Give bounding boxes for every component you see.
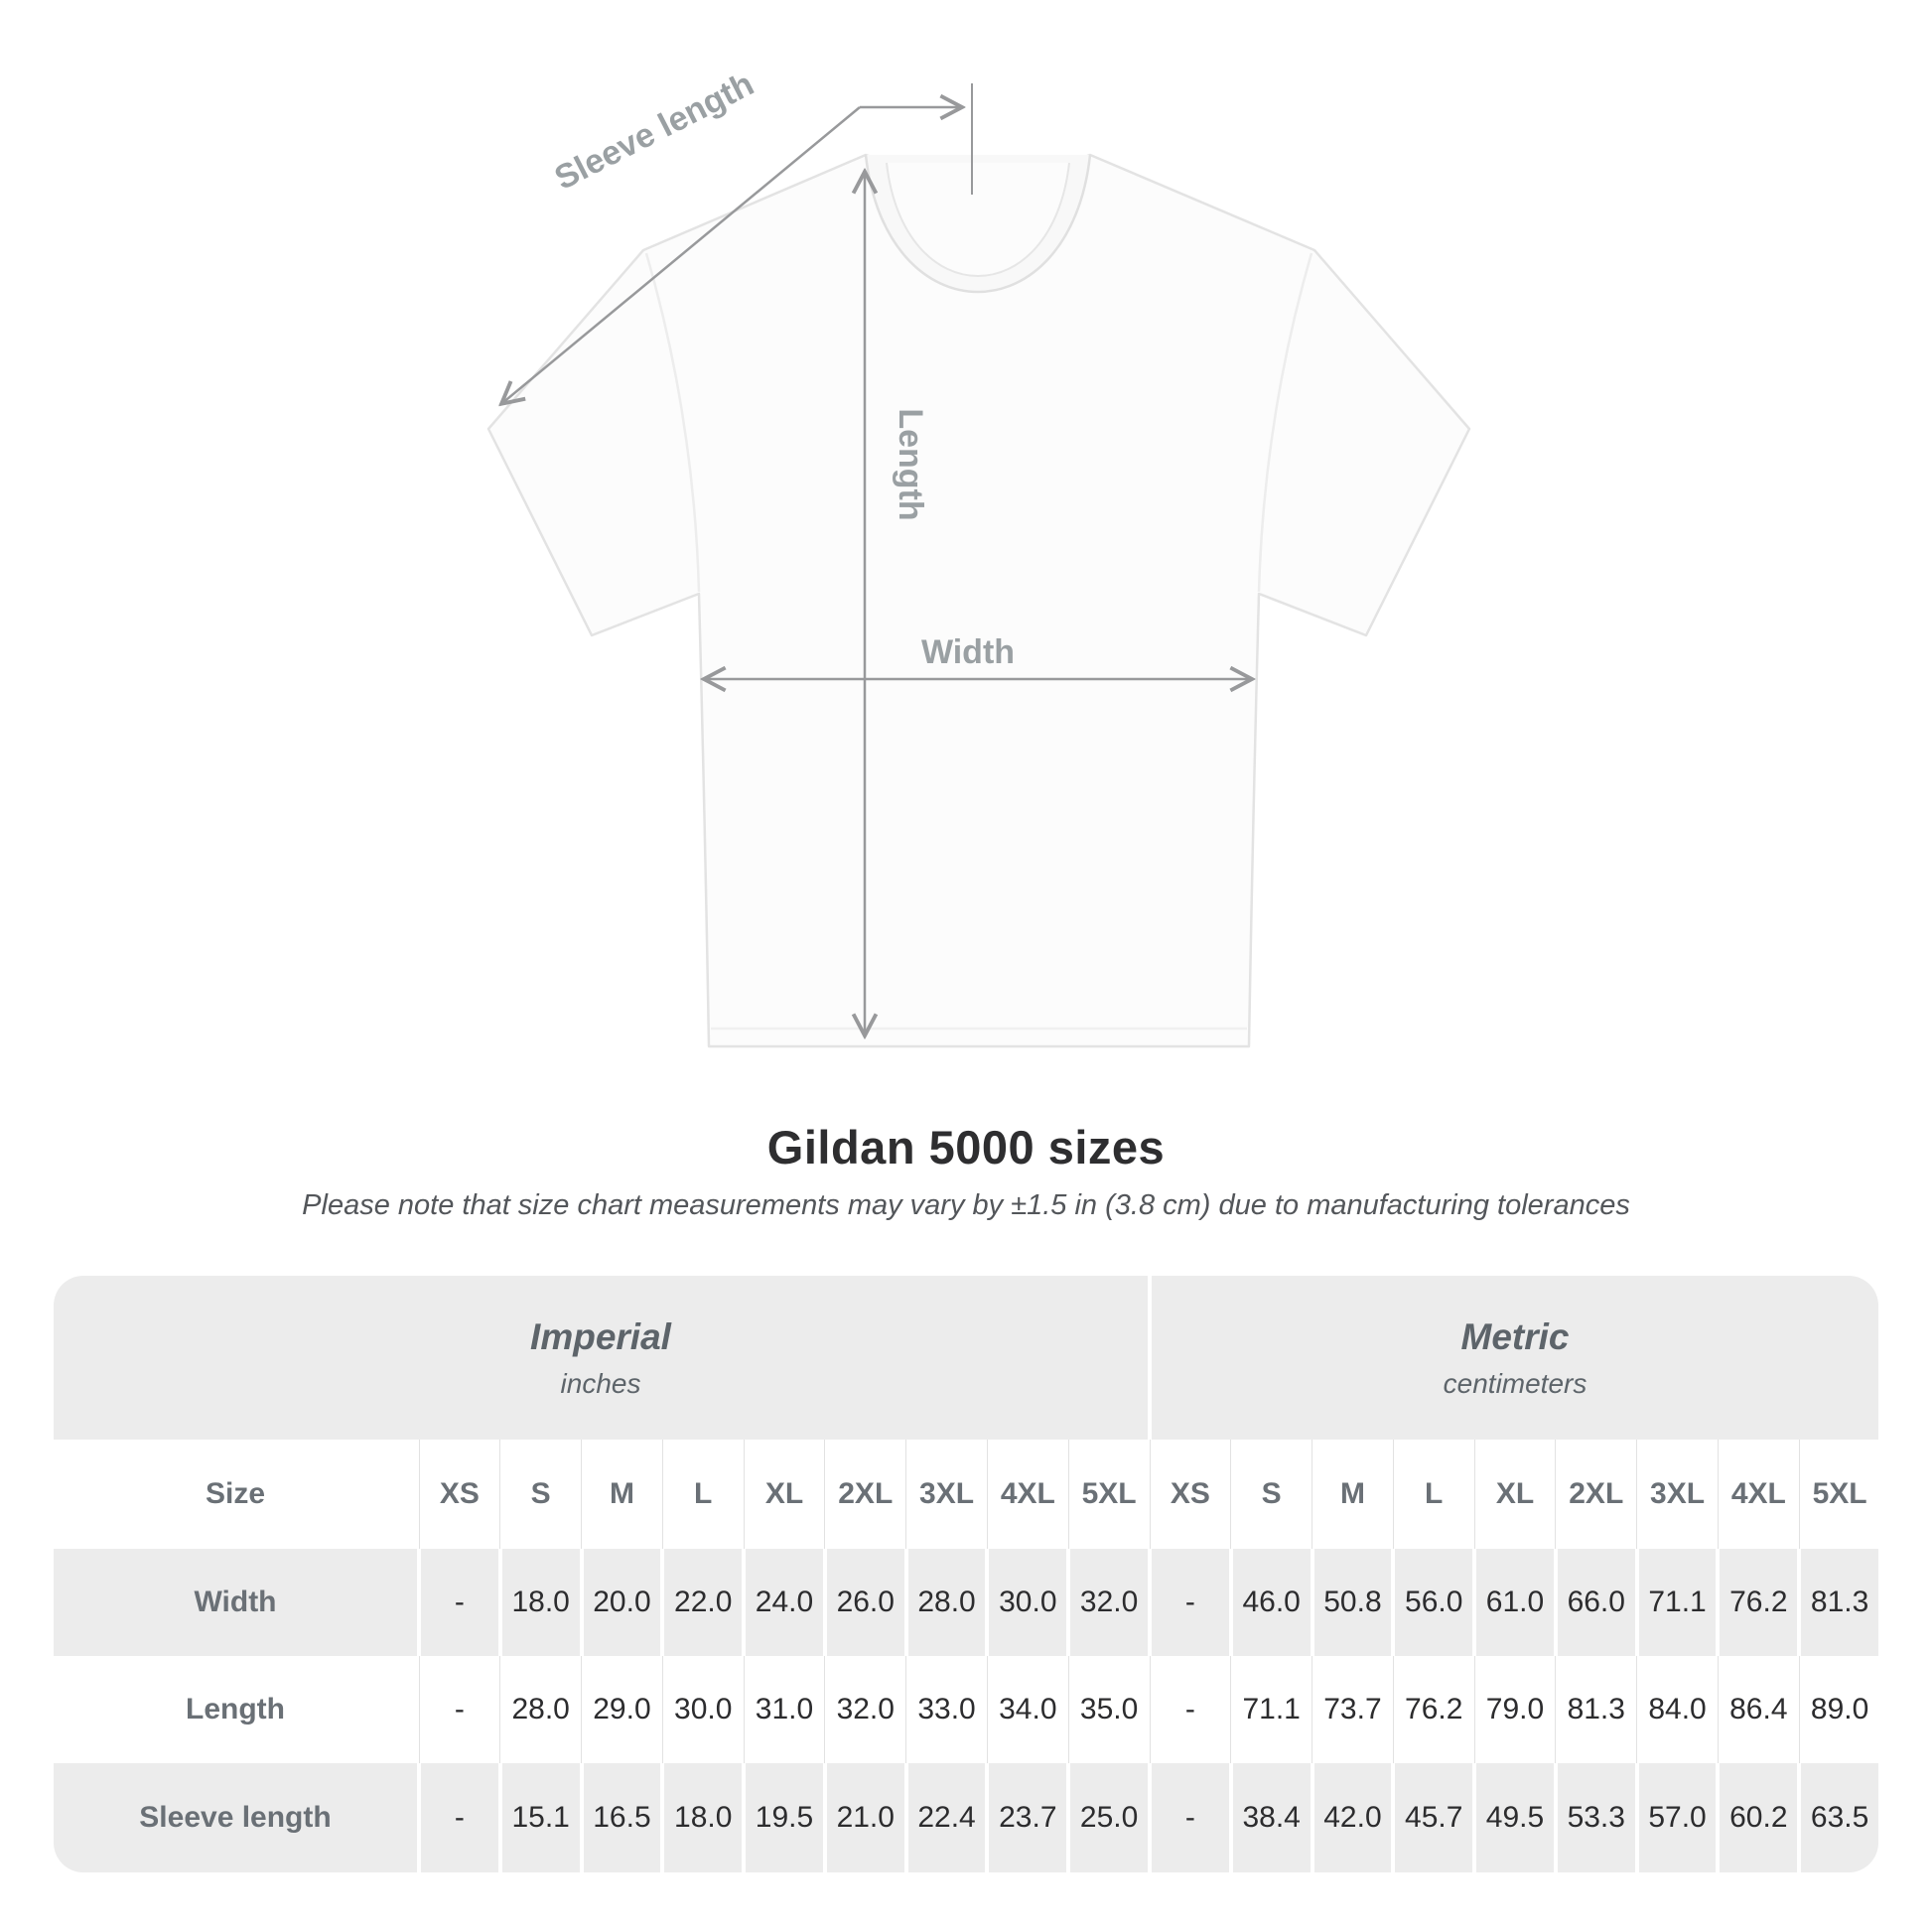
- value-length-metric-l: 76.2: [1392, 1656, 1473, 1763]
- collar-inner: [886, 162, 1070, 277]
- value-width-metric-3xl: 71.1: [1638, 1549, 1717, 1656]
- value-width-imperial-4xl: 30.0: [989, 1549, 1067, 1656]
- value-sleeve-length-imperial-4xl: 23.7: [989, 1763, 1067, 1872]
- value-sleeve-length-imperial-l: 18.0: [664, 1763, 743, 1872]
- value-sleeve-length-imperial-xs: -: [421, 1763, 498, 1872]
- size-header-imperial-l: L: [661, 1440, 743, 1549]
- value-sleeve-length-imperial-2xl: 21.0: [826, 1763, 904, 1872]
- size-header-imperial-xs: XS: [418, 1440, 498, 1549]
- size-header-metric-5xl: 5XL: [1798, 1440, 1878, 1549]
- value-length-metric-3xl: 84.0: [1636, 1656, 1717, 1763]
- value-width-imperial-m: 20.0: [583, 1549, 661, 1656]
- value-width-imperial-xs: -: [421, 1549, 498, 1656]
- value-length-imperial-4xl: 34.0: [986, 1656, 1067, 1763]
- value-sleeve-length-imperial-m: 16.5: [583, 1763, 661, 1872]
- value-sleeve-length-metric-xs: -: [1152, 1763, 1229, 1872]
- size-header-imperial-xl: XL: [743, 1440, 823, 1549]
- value-length-imperial-xl: 31.0: [743, 1656, 823, 1763]
- value-length-imperial-3xl: 33.0: [905, 1656, 986, 1763]
- value-width-metric-m: 50.8: [1313, 1549, 1392, 1656]
- size-header-metric-4xl: 4XL: [1717, 1440, 1798, 1549]
- unit-group-label: Metric: [1460, 1315, 1570, 1357]
- tshirt-diagram: Sleeve length Length Width: [486, 66, 1471, 1048]
- value-sleeve-length-imperial-xl: 19.5: [746, 1763, 823, 1872]
- value-length-metric-xs: -: [1149, 1656, 1229, 1763]
- row-label-sleeve-length: Sleeve length: [54, 1763, 417, 1872]
- row-label-width: Width: [54, 1549, 417, 1656]
- right-armhole-seam: [1257, 252, 1313, 593]
- size-header-imperial-4xl: 4XL: [986, 1440, 1067, 1549]
- value-width-metric-5xl: 81.3: [1801, 1549, 1878, 1656]
- value-width-metric-s: 46.0: [1232, 1549, 1311, 1656]
- value-length-imperial-s: 28.0: [499, 1656, 580, 1763]
- tshirt-outline: [486, 153, 1471, 1048]
- value-length-imperial-2xl: 32.0: [824, 1656, 904, 1763]
- value-width-metric-l: 56.0: [1395, 1549, 1473, 1656]
- unit-group-sublabel: inches: [560, 1367, 641, 1399]
- size-header-imperial-m: M: [581, 1440, 661, 1549]
- size-header-metric-s: S: [1230, 1440, 1311, 1549]
- size-header-imperial-s: S: [499, 1440, 580, 1549]
- unit-group-header-imperial: Imperial inches: [54, 1276, 1148, 1440]
- value-width-metric-2xl: 66.0: [1557, 1549, 1635, 1656]
- value-length-imperial-m: 29.0: [581, 1656, 661, 1763]
- tolerance-note: Please note that size chart measurements…: [302, 1189, 1630, 1221]
- size-header-metric-xs: XS: [1149, 1440, 1229, 1549]
- value-length-metric-xl: 79.0: [1473, 1656, 1554, 1763]
- size-header-metric-m: M: [1311, 1440, 1392, 1549]
- sleeve-length-arrow: [502, 106, 861, 403]
- value-width-imperial-l: 22.0: [664, 1549, 743, 1656]
- sleeve-length-label: Sleeve length: [549, 66, 760, 198]
- value-sleeve-length-imperial-s: 15.1: [501, 1763, 580, 1872]
- value-length-imperial-l: 30.0: [661, 1656, 743, 1763]
- row-label-length: Length: [54, 1656, 417, 1763]
- value-length-imperial-xs: -: [418, 1656, 498, 1763]
- value-sleeve-length-imperial-5xl: 25.0: [1070, 1763, 1148, 1872]
- value-width-imperial-3xl: 28.0: [907, 1549, 986, 1656]
- size-table-grid: Imperial inches Metric centimeters Size XS S M L…: [54, 1276, 1878, 1872]
- value-length-metric-4xl: 86.4: [1717, 1656, 1798, 1763]
- value-length-imperial-5xl: 35.0: [1067, 1656, 1148, 1763]
- value-width-imperial-5xl: 32.0: [1070, 1549, 1148, 1656]
- unit-group-header-metric: Metric centimeters: [1152, 1276, 1878, 1440]
- value-sleeve-length-metric-3xl: 57.0: [1638, 1763, 1717, 1872]
- size-header-metric-2xl: 2XL: [1555, 1440, 1635, 1549]
- value-sleeve-length-metric-4xl: 60.2: [1720, 1763, 1798, 1872]
- size-header-metric-xl: XL: [1473, 1440, 1554, 1549]
- unit-group-sublabel: centimeters: [1443, 1367, 1587, 1399]
- value-width-imperial-s: 18.0: [501, 1549, 580, 1656]
- size-header-imperial-5xl: 5XL: [1067, 1440, 1148, 1549]
- value-width-metric-xl: 61.0: [1476, 1549, 1554, 1656]
- size-column-header: Size: [54, 1440, 417, 1549]
- value-length-metric-m: 73.7: [1311, 1656, 1392, 1763]
- value-sleeve-length-metric-m: 42.0: [1313, 1763, 1392, 1872]
- left-armhole-seam: [644, 252, 701, 593]
- length-label: Length: [892, 408, 929, 520]
- value-width-imperial-2xl: 26.0: [826, 1549, 904, 1656]
- page-title: Gildan 5000 sizes: [766, 1121, 1166, 1173]
- unit-group-label: Imperial: [530, 1315, 671, 1357]
- size-header-metric-3xl: 3XL: [1636, 1440, 1717, 1549]
- size-header-metric-l: L: [1392, 1440, 1473, 1549]
- value-sleeve-length-metric-l: 45.7: [1395, 1763, 1473, 1872]
- size-header-imperial-2xl: 2XL: [824, 1440, 904, 1549]
- value-width-metric-xs: -: [1152, 1549, 1229, 1656]
- size-table: Imperial inches Metric centimeters Size XS S M L…: [54, 1276, 1878, 1872]
- size-header-imperial-3xl: 3XL: [905, 1440, 986, 1549]
- value-width-metric-4xl: 76.2: [1720, 1549, 1798, 1656]
- width-label: Width: [921, 633, 1015, 671]
- value-length-metric-s: 71.1: [1230, 1656, 1311, 1763]
- value-sleeve-length-metric-xl: 49.5: [1476, 1763, 1554, 1872]
- value-width-imperial-xl: 24.0: [746, 1549, 823, 1656]
- measurement-arrows: [502, 83, 1251, 1035]
- value-length-metric-5xl: 89.0: [1798, 1656, 1878, 1763]
- value-sleeve-length-imperial-3xl: 22.4: [907, 1763, 986, 1872]
- value-sleeve-length-metric-s: 38.4: [1232, 1763, 1311, 1872]
- value-sleeve-length-metric-2xl: 53.3: [1557, 1763, 1635, 1872]
- value-sleeve-length-metric-5xl: 63.5: [1801, 1763, 1878, 1872]
- value-length-metric-2xl: 81.3: [1555, 1656, 1635, 1763]
